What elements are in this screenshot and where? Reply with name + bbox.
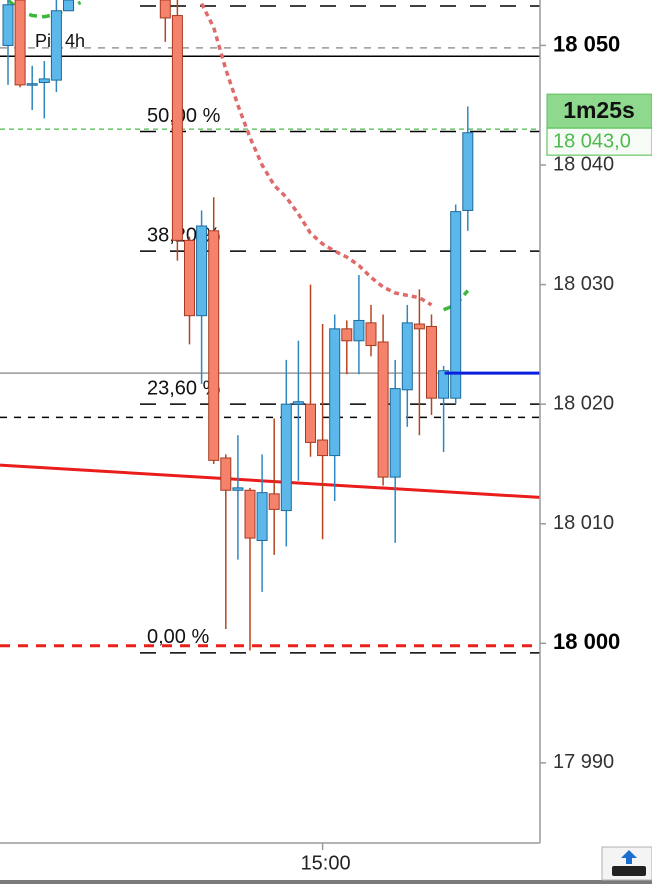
candle-body bbox=[450, 211, 462, 399]
y-tick-label: 18 020 bbox=[553, 392, 614, 414]
candle-body bbox=[208, 230, 220, 461]
candle-body bbox=[377, 341, 389, 478]
candle-body bbox=[329, 328, 341, 457]
candle-body bbox=[2, 4, 14, 46]
candle-body bbox=[256, 492, 268, 541]
candle-body bbox=[50, 10, 62, 81]
up-arrow-icon bbox=[621, 850, 637, 864]
countdown-box bbox=[546, 93, 652, 129]
fib-level-label: 0,00 % bbox=[147, 626, 209, 648]
candle-body bbox=[171, 15, 183, 241]
y-tick-label: 18 010 bbox=[553, 512, 614, 534]
candle-body bbox=[317, 439, 329, 457]
last-price-box bbox=[546, 127, 652, 156]
candle-body bbox=[280, 403, 292, 512]
candle-body bbox=[341, 328, 353, 342]
candle-body bbox=[184, 239, 195, 317]
candle-body bbox=[14, 0, 26, 86]
y-tick-label: 18 050 bbox=[553, 31, 620, 56]
fib-level-label: 50,00 % bbox=[147, 105, 221, 127]
y-tick-label: 18 030 bbox=[553, 273, 614, 295]
y-tick-label: 17 990 bbox=[553, 751, 614, 773]
candle-body bbox=[389, 388, 401, 478]
candle-body bbox=[365, 322, 377, 347]
candle-body bbox=[292, 401, 304, 405]
y-tick-label: 18 000 bbox=[553, 629, 620, 654]
candle-body bbox=[220, 457, 232, 491]
candle-body bbox=[353, 319, 365, 342]
candle-body bbox=[413, 323, 425, 330]
candle-body bbox=[232, 487, 244, 491]
candle-body bbox=[26, 83, 38, 86]
candle-body bbox=[159, 0, 171, 19]
candle-body bbox=[63, 0, 74, 12]
candle-body bbox=[305, 403, 316, 443]
moving-average-line bbox=[200, 2, 433, 307]
scroll-button[interactable] bbox=[601, 846, 652, 881]
trend-line bbox=[0, 463, 540, 499]
y-tick-label: 18 040 bbox=[553, 153, 614, 175]
last-price-label: 18 043,0 bbox=[553, 130, 631, 152]
candle-body bbox=[438, 370, 450, 399]
candle-body bbox=[38, 78, 50, 84]
countdown: 1m25s bbox=[563, 97, 635, 123]
bottom-bar bbox=[0, 880, 652, 884]
candle-body bbox=[244, 489, 256, 539]
candle-body bbox=[401, 322, 413, 391]
keyboard-icon bbox=[612, 866, 646, 876]
candle-body bbox=[268, 493, 280, 510]
candle-body bbox=[462, 132, 474, 211]
candle-body bbox=[196, 225, 208, 317]
candle-body bbox=[426, 325, 437, 399]
x-tick-label: 15:00 bbox=[301, 852, 351, 874]
